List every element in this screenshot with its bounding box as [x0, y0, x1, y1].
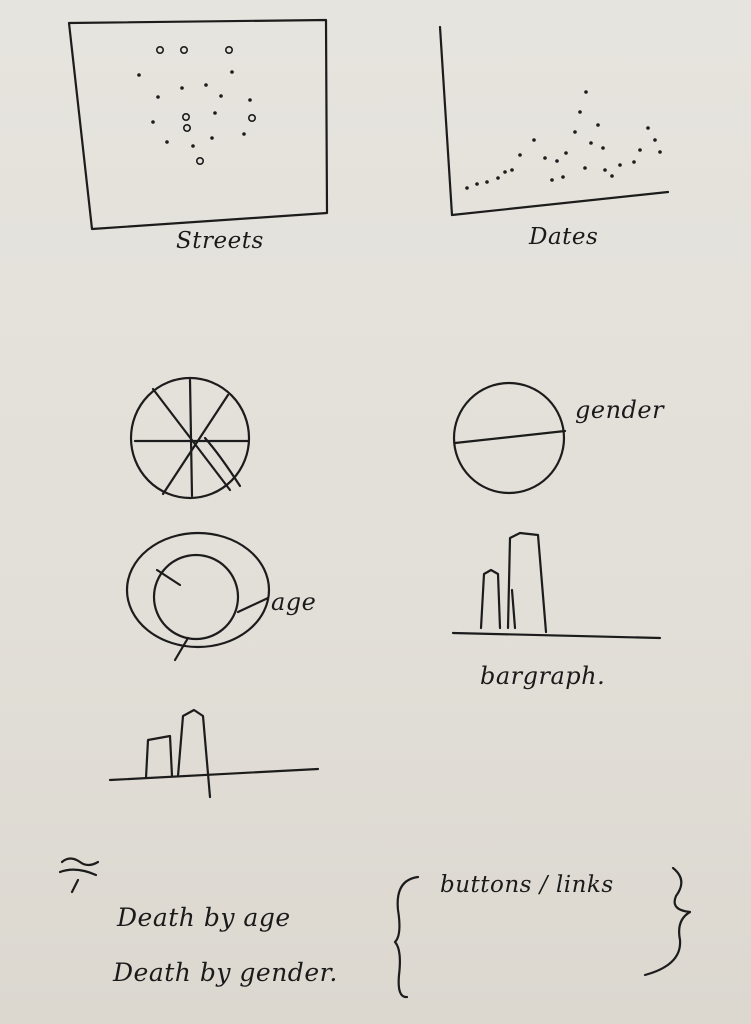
- dates-point: [584, 90, 588, 94]
- streets-point: [196, 157, 205, 166]
- donut-segment-line: [173, 636, 190, 662]
- bargraph-label: bargraph.: [480, 662, 606, 690]
- streets-point: [137, 73, 141, 77]
- dates-point: [596, 123, 600, 127]
- streets-label: Streets: [176, 228, 264, 254]
- gender-pie-split-line: [453, 429, 567, 445]
- streets-point: [204, 83, 208, 87]
- bargraph-sketch: [451, 531, 662, 640]
- pie-slice-line: [203, 436, 242, 488]
- donut-segment-line: [155, 568, 182, 587]
- dates-point: [583, 166, 587, 170]
- streets-point: [183, 124, 192, 133]
- dates-point: [564, 151, 568, 155]
- dates-point: [550, 178, 554, 182]
- pie-chart-sketch: [129, 376, 251, 500]
- pie-outline: [129, 376, 251, 500]
- scribble-mark: [58, 857, 100, 894]
- dates-point: [555, 159, 559, 163]
- streets-point: [248, 114, 257, 123]
- dates-label: Dates: [529, 224, 599, 250]
- bargraph-bar: [506, 531, 548, 634]
- dates-y-axis: [438, 25, 454, 217]
- dates-point: [510, 168, 514, 172]
- age-label: age: [271, 588, 317, 616]
- dates-point: [578, 110, 582, 114]
- dates-point: [475, 182, 479, 186]
- bargraph-bar: [479, 568, 502, 630]
- streets-map-sketch: [67, 18, 329, 231]
- dates-point: [589, 141, 593, 145]
- dates-point: [573, 130, 577, 134]
- dates-point: [601, 146, 605, 150]
- pie-slice-line: [161, 393, 230, 496]
- dates-point: [518, 153, 522, 157]
- dates-point: [503, 170, 507, 174]
- streets-point: [210, 136, 214, 140]
- streets-point: [230, 70, 234, 74]
- dates-point: [658, 150, 662, 154]
- donut-outer-ring: [125, 531, 271, 649]
- dates-scatter-sketch: [438, 25, 670, 217]
- dates-scatter-points: [465, 90, 662, 190]
- small-bar: [144, 734, 174, 780]
- streets-point: [213, 111, 217, 115]
- gender-pie-sketch: [452, 381, 567, 495]
- dates-point: [532, 138, 536, 142]
- dates-point: [618, 163, 622, 167]
- gender-pie-outline: [452, 381, 566, 495]
- streets-point: [182, 113, 191, 122]
- bargraph-baseline: [451, 631, 662, 640]
- streets-point: [191, 144, 195, 148]
- left-brace: [393, 875, 420, 999]
- donut-inner-ring: [152, 553, 240, 641]
- age-donut-sketch: [125, 531, 271, 662]
- dates-point: [543, 156, 547, 160]
- dates-point: [646, 126, 650, 130]
- dates-point: [485, 180, 489, 184]
- streets-point: [180, 45, 189, 54]
- dates-point: [465, 186, 469, 190]
- death-by-gender-link[interactable]: Death by gender.: [113, 958, 338, 987]
- bargraph-bar-divider: [510, 588, 517, 630]
- small-bar: [176, 708, 212, 799]
- streets-point: [180, 86, 184, 90]
- dates-point: [496, 176, 500, 180]
- streets-point: [225, 45, 234, 54]
- right-brace: [643, 866, 692, 977]
- streets-point: [248, 98, 252, 102]
- dates-point: [632, 160, 636, 164]
- pie-slice-line: [188, 378, 194, 498]
- streets-scatter-points: [137, 45, 257, 166]
- dates-x-axis: [450, 190, 670, 217]
- streets-point: [156, 45, 165, 54]
- streets-point: [165, 140, 169, 144]
- buttons-links-note: buttons / links: [440, 872, 614, 898]
- dates-point: [638, 148, 642, 152]
- gender-label: gender: [575, 396, 665, 424]
- streets-point: [219, 94, 223, 98]
- death-by-age-link[interactable]: Death by age: [117, 903, 291, 932]
- dates-point: [610, 174, 614, 178]
- dates-point: [653, 138, 657, 142]
- donut-age-pointer: [236, 596, 270, 614]
- streets-point: [151, 120, 155, 124]
- streets-point: [242, 132, 246, 136]
- small-bar-sketch: [108, 708, 320, 799]
- small-bar-baseline: [108, 767, 320, 782]
- dates-point: [561, 175, 565, 179]
- streets-point: [156, 95, 160, 99]
- streets-map-frame: [67, 18, 329, 231]
- dates-point: [603, 168, 607, 172]
